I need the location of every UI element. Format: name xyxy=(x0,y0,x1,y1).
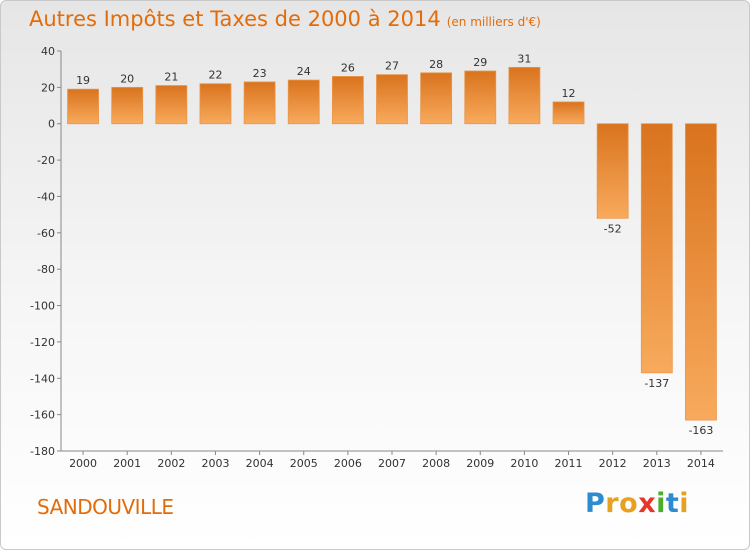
data-label-2012: -52 xyxy=(604,222,622,235)
y-tick-label: -120 xyxy=(30,336,55,349)
y-tick-label: -160 xyxy=(30,409,55,422)
x-tick-label: 2006 xyxy=(334,457,362,470)
x-tick-label: 2014 xyxy=(687,457,715,470)
data-label-2011: 12 xyxy=(562,87,576,100)
logo-letter: r xyxy=(605,488,620,519)
logo-letter: P xyxy=(585,488,606,519)
y-tick-label: -100 xyxy=(30,300,55,313)
bar-2008 xyxy=(420,72,453,125)
data-label-2005: 24 xyxy=(297,65,311,78)
data-label-2006: 26 xyxy=(341,61,355,74)
data-label-2010: 31 xyxy=(517,52,531,65)
x-tick-label: 2002 xyxy=(157,457,185,470)
data-label-2009: 29 xyxy=(473,56,487,69)
data-labels: 19 20 21 22 23 24 26 27 28 29 31 12 -52 -137 -163 xyxy=(76,52,713,437)
x-tick-label: 2010 xyxy=(510,457,538,470)
bar-2013 xyxy=(640,123,673,374)
bar-2009 xyxy=(464,70,497,125)
y-tick-label: 0 xyxy=(48,118,55,131)
x-tick-label: 2007 xyxy=(378,457,406,470)
x-tick-label: 2009 xyxy=(466,457,494,470)
x-tick-label: 2000 xyxy=(69,457,97,470)
data-label-2013: -137 xyxy=(644,377,669,390)
bar-2002 xyxy=(155,85,188,125)
x-tick-label: 2001 xyxy=(113,457,141,470)
data-label-2002: 21 xyxy=(164,71,178,84)
bar-2000 xyxy=(67,88,99,125)
logo-letter: i xyxy=(679,488,690,519)
y-tick-label: -20 xyxy=(37,154,55,167)
bar-2004 xyxy=(243,81,276,125)
bars xyxy=(67,66,717,421)
bar-2001 xyxy=(111,86,144,125)
bar-2014 xyxy=(685,123,717,421)
y-tick-label: -140 xyxy=(30,372,55,385)
bar-2012 xyxy=(596,123,629,219)
bar-2007 xyxy=(376,74,408,125)
x-tick-label: 2005 xyxy=(290,457,318,470)
data-label-2008: 28 xyxy=(429,58,443,71)
y-tick-label: -60 xyxy=(37,227,55,240)
logo-letter: i xyxy=(656,488,666,519)
logo-letter: o xyxy=(619,488,639,519)
commune-name: SANDOUVILLE xyxy=(37,495,174,519)
y-tick-label: -80 xyxy=(37,263,55,276)
data-label-2000: 19 xyxy=(76,74,90,87)
x-tick-label: 2012 xyxy=(599,457,627,470)
y-tick-label: -180 xyxy=(30,445,55,458)
chart-title-text: Autres Impôts et Taxes de 2000 à 2014 xyxy=(29,7,441,31)
chart-title-unit: (en milliers d'€) xyxy=(446,15,541,29)
bar-2011 xyxy=(552,101,585,125)
bar-2005 xyxy=(287,79,320,125)
y-tick-label: -40 xyxy=(37,190,55,203)
data-label-2001: 20 xyxy=(120,72,134,85)
data-label-2007: 27 xyxy=(385,60,399,73)
bar-2003 xyxy=(199,83,232,125)
x-tick-label: 2008 xyxy=(422,457,450,470)
y-tick-label: 20 xyxy=(41,81,55,94)
logo-letter: t xyxy=(665,488,680,519)
data-label-2014: -163 xyxy=(688,424,713,437)
x-tick-label: 2003 xyxy=(201,457,229,470)
data-label-2004: 23 xyxy=(253,67,267,80)
x-tick-label: 2013 xyxy=(643,457,671,470)
bar-2006 xyxy=(331,76,364,125)
y-tick-label: 40 xyxy=(41,45,55,58)
chart-title: Autres Impôts et Taxes de 2000 à 2014 (en… xyxy=(29,7,541,31)
axes: 40 20 0 -20 -40 -60 -80 -100 -120 -140 -160 -180 200… xyxy=(30,45,723,470)
proxiti-logo: Proxiti xyxy=(585,488,689,519)
bar-2010 xyxy=(508,66,541,125)
x-tick-label: 2004 xyxy=(246,457,274,470)
logo-letter: x xyxy=(638,488,657,519)
data-label-2003: 22 xyxy=(208,69,222,82)
x-tick-label: 2011 xyxy=(555,457,583,470)
